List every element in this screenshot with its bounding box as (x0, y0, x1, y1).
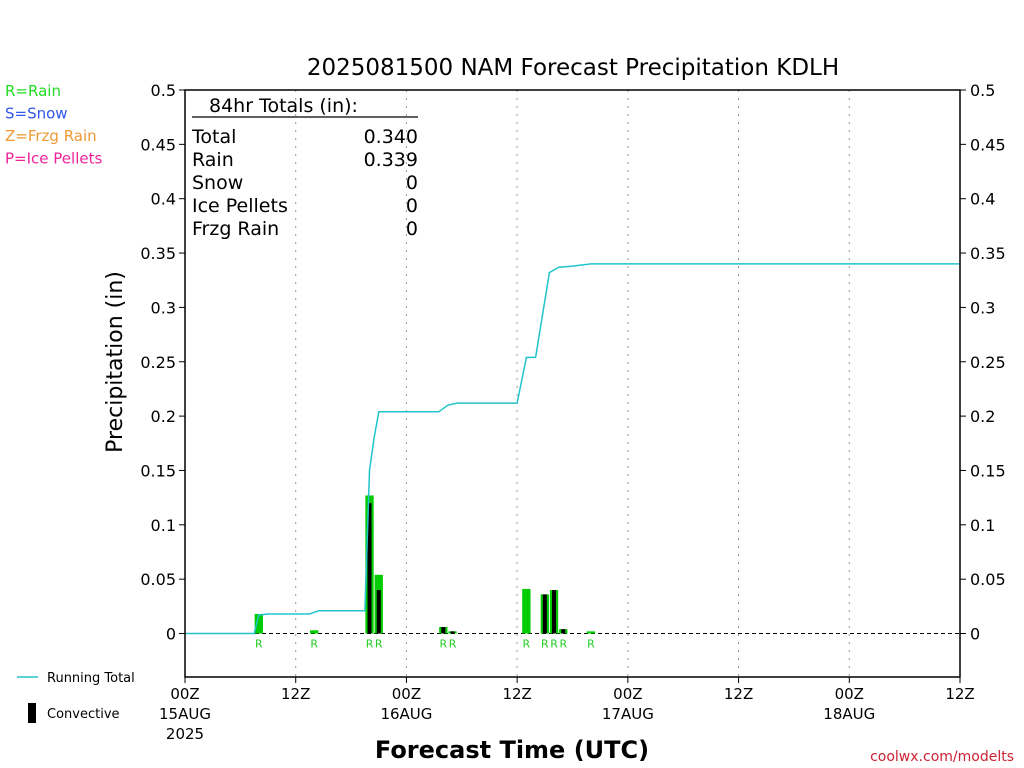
convective-bar (367, 503, 372, 634)
y-tick-label-right: 0.35 (970, 244, 1006, 263)
convective-bar (542, 594, 547, 634)
legend-convective-swatch (28, 703, 36, 723)
y-tick-label-left: 0.15 (140, 461, 176, 480)
x-tick-label: 12Z (724, 685, 753, 703)
precip-type-label: R (255, 638, 263, 651)
x-axis-label: Forecast Time (UTC) (375, 736, 649, 764)
y-tick-label-left: 0.35 (140, 244, 176, 263)
y-tick-label-left: 0.2 (151, 407, 176, 426)
y-tick-label-right: 0.1 (970, 516, 995, 535)
precip-type-label: R (550, 638, 558, 651)
y-tick-label-left: 0.3 (151, 298, 176, 317)
precip-bar (254, 613, 263, 634)
precip-bar (522, 588, 531, 634)
totals-value: 0.339 (364, 149, 418, 171)
convective-bar (561, 629, 566, 634)
precip-type-label: R (366, 638, 374, 651)
convective-bar (376, 590, 381, 634)
y-tick-label-left: 0.45 (140, 135, 176, 154)
totals-label: Rain (192, 149, 234, 171)
legend-type-item: R=Rain (5, 82, 61, 100)
precip-type-label: R (523, 638, 531, 651)
convective-bar (441, 626, 446, 634)
y-tick-label-right: 0.2 (970, 407, 995, 426)
y-tick-label-left: 0.25 (140, 353, 176, 372)
chart-title: 2025081500 NAM Forecast Precipitation KD… (307, 55, 839, 81)
y-axis-label: Precipitation (in) (103, 271, 128, 453)
totals-label: Snow (192, 172, 243, 194)
y-tick-label-right: 0.25 (970, 353, 1006, 372)
totals-header: 84hr Totals (in): (209, 95, 358, 117)
x-tick-label: 00Z (392, 685, 421, 703)
y-tick-label-left: 0.5 (151, 81, 176, 100)
totals-value: 0 (406, 195, 418, 217)
convective-bar (552, 590, 557, 634)
y-tick-label-right: 0.4 (970, 190, 995, 209)
y-tick-label-left: 0.05 (140, 570, 176, 589)
totals-label: Total (191, 126, 236, 148)
precip-type-label: R (375, 638, 383, 651)
bars-layer (254, 495, 596, 634)
precip-bar (310, 630, 319, 634)
totals-value: 0 (406, 218, 418, 240)
x-tick-label: 00Z (613, 685, 642, 703)
legend: R=Rain S=Snow Z=Frzg Rain P=Ice Pellets Runn… (5, 82, 135, 723)
x-tick-date: 17AUG (602, 705, 654, 723)
precip-type-label: R (310, 638, 318, 651)
footer-url: coolwx.com/modelts (870, 749, 1014, 765)
x-tick-label: 00Z (170, 685, 199, 703)
totals-value: 0 (406, 172, 418, 194)
y-tick-label-right: 0.5 (970, 81, 995, 100)
legend-type-item: Z=Frzg Rain (5, 127, 97, 145)
precip-type-label: R (449, 638, 457, 651)
running-total-line (185, 263, 960, 635)
totals-label: Frzg Rain (192, 218, 279, 240)
x-tick-date: 16AUG (380, 705, 432, 723)
tick-labels: 0.5 0.5 0.45 0.45 0.4 0.4 0.35 0.35 0.3 0.3 0.25 0.… (140, 81, 1005, 743)
x-tick-label: 00Z (835, 685, 864, 703)
legend-type-item: P=Ice Pellets (5, 150, 102, 168)
x-tick-year: 2025 (166, 725, 204, 743)
precip-type-label: R (541, 638, 549, 651)
precip-type-label: R (440, 638, 448, 651)
convective-bar (450, 631, 455, 634)
x-tick-label: 12Z (945, 685, 974, 703)
y-tick-label-right: 0.05 (970, 570, 1006, 589)
totals-box: 84hr Totals (in): Total 0.340 Rain 0.339 Snow… (191, 95, 418, 240)
y-tick-label-left: 0.1 (151, 516, 176, 535)
x-tick-label: 12Z (281, 685, 310, 703)
legend-running-total-label: Running Total (47, 671, 135, 686)
legend-convective-label: Convective (47, 707, 120, 722)
y-tick-label-right: 0 (970, 625, 980, 644)
axes-layer (179, 89, 966, 683)
totals-value: 0.340 (364, 126, 418, 148)
totals-label: Ice Pellets (192, 195, 288, 217)
plot-frame (184, 89, 961, 678)
running-total-layer (185, 263, 960, 635)
x-tick-label: 12Z (502, 685, 531, 703)
y-tick-label-left: 0 (166, 625, 176, 644)
precip-bar (586, 631, 596, 634)
y-tick-label-right: 0.15 (970, 461, 1006, 480)
x-tick-date: 15AUG (159, 705, 211, 723)
legend-type-item: S=Snow (5, 105, 68, 123)
precip-type-label: R (559, 638, 567, 651)
y-tick-label-left: 0.4 (151, 190, 176, 209)
precip-type-label: R (587, 638, 595, 651)
y-tick-label-right: 0.3 (970, 298, 995, 317)
y-tick-label-right: 0.45 (970, 135, 1006, 154)
x-tick-date: 18AUG (823, 705, 875, 723)
